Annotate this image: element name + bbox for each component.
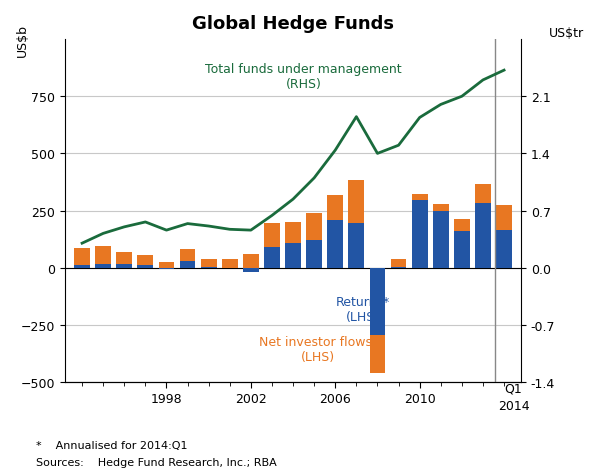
Bar bbox=[116, 252, 132, 265]
Bar bbox=[95, 247, 111, 265]
Bar bbox=[370, 336, 385, 373]
Bar bbox=[349, 180, 364, 224]
Bar bbox=[179, 249, 196, 262]
Bar bbox=[264, 248, 280, 268]
Bar bbox=[179, 262, 196, 268]
Bar bbox=[328, 195, 343, 220]
Bar bbox=[306, 241, 322, 268]
Bar bbox=[222, 259, 238, 268]
Bar bbox=[74, 266, 90, 268]
Bar bbox=[433, 211, 449, 268]
Bar bbox=[201, 260, 217, 267]
Text: *    Annualised for 2014:Q1: * Annualised for 2014:Q1 bbox=[36, 440, 187, 450]
Bar bbox=[454, 232, 470, 268]
Text: 2014: 2014 bbox=[498, 399, 529, 412]
Bar bbox=[496, 205, 512, 230]
Bar bbox=[454, 219, 470, 232]
Bar bbox=[137, 255, 153, 265]
Bar bbox=[306, 213, 322, 241]
Bar bbox=[370, 268, 385, 336]
Bar bbox=[391, 267, 406, 268]
Bar bbox=[475, 185, 491, 203]
Bar bbox=[475, 203, 491, 268]
Text: Returns*
(LHS): Returns* (LHS) bbox=[335, 295, 390, 323]
Bar bbox=[496, 230, 512, 268]
Bar bbox=[433, 205, 449, 211]
Text: Sources:    Hedge Fund Research, Inc.; RBA: Sources: Hedge Fund Research, Inc.; RBA bbox=[36, 457, 277, 467]
Bar bbox=[201, 267, 217, 268]
Bar bbox=[264, 224, 280, 248]
Bar bbox=[285, 222, 301, 243]
Bar bbox=[243, 254, 259, 268]
Bar bbox=[74, 249, 90, 266]
Bar bbox=[328, 220, 343, 268]
Title: Global Hedge Funds: Global Hedge Funds bbox=[192, 15, 394, 33]
Bar bbox=[137, 265, 153, 268]
Bar bbox=[116, 265, 132, 268]
Bar bbox=[158, 262, 175, 268]
Bar bbox=[158, 268, 175, 269]
Bar bbox=[412, 194, 428, 201]
Y-axis label: US$b: US$b bbox=[16, 23, 29, 57]
Bar bbox=[95, 265, 111, 268]
Bar bbox=[412, 201, 428, 268]
Y-axis label: US$tr: US$tr bbox=[549, 27, 584, 40]
Text: Q1: Q1 bbox=[505, 382, 523, 395]
Bar bbox=[285, 243, 301, 268]
Text: Net investor flows*
(LHS): Net investor flows* (LHS) bbox=[259, 335, 378, 363]
Bar bbox=[349, 224, 364, 268]
Bar bbox=[243, 268, 259, 273]
Bar bbox=[391, 259, 406, 267]
Text: Total funds under management
(RHS): Total funds under management (RHS) bbox=[205, 62, 402, 90]
